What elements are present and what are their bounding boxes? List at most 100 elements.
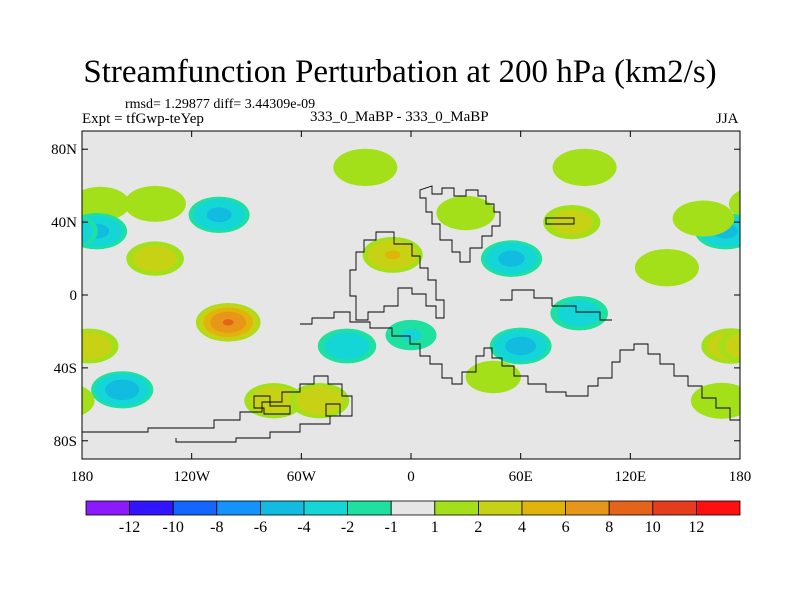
outline-antarctica (82, 375, 353, 443)
anomaly-center (188, 196, 250, 233)
contour-level (333, 148, 398, 187)
anomaly-center (317, 328, 377, 364)
y-tick-label: 80N (51, 142, 77, 158)
colorbar-label: -2 (341, 519, 354, 536)
x-tick-label: 180 (71, 469, 94, 485)
colorbar-label: -8 (210, 519, 223, 536)
colorbar-label: 10 (645, 519, 661, 536)
contour-level (505, 336, 537, 356)
y-tick-label: 40N (51, 215, 77, 231)
colorbar-label: 1 (431, 519, 439, 536)
contour-level (742, 224, 767, 239)
contour-level (295, 386, 344, 415)
colorbar-swatch (477, 500, 523, 516)
stats-label: rmsd= 1.29877 diff= 3.44309e-09 (125, 97, 316, 112)
colorbar-swatch (608, 500, 654, 516)
anomaly-center (91, 371, 800, 409)
contour-level (557, 300, 601, 327)
x-tick-label: 60W (287, 469, 317, 485)
anomaly-center (385, 319, 437, 351)
colorbar-swatch (565, 500, 610, 516)
colorbar-swatch (652, 500, 697, 516)
anomaly-center (672, 200, 735, 237)
colorbar-label: 2 (474, 519, 482, 536)
contour-level (791, 246, 800, 272)
x-tick-label: 0 (407, 469, 415, 485)
anomaly-center (333, 148, 398, 187)
contour-level (552, 148, 617, 187)
colorbar-label: 8 (605, 519, 613, 536)
anomaly-center (362, 236, 423, 273)
axes: 180 120W 60W 0 60E 120E 180 80N 40N 0 40S 80S (51, 131, 751, 485)
contour-level (782, 186, 800, 222)
colorbar-label: -12 (119, 519, 140, 536)
season-label: JJA (716, 111, 739, 127)
colorbar-swatch (696, 500, 741, 516)
contour-level (222, 319, 234, 326)
colorbar-swatch (434, 500, 479, 516)
contour-level (324, 332, 370, 360)
colorbar-swatch (259, 500, 305, 516)
contour-level (82, 332, 112, 360)
colorbar-swatch (521, 500, 566, 516)
anomaly-center (550, 296, 608, 331)
outline-south-america (300, 311, 740, 421)
colorbar-swatch (390, 500, 436, 516)
outline-asia-small (545, 217, 575, 225)
outline-inner-a (253, 395, 291, 415)
contour-level (400, 328, 422, 342)
anomaly-center (82, 328, 740, 364)
outline-north-america-west (349, 231, 445, 321)
contour-field (82, 148, 800, 419)
contour-level (753, 374, 800, 407)
colorbar-swatch (85, 500, 130, 516)
anomaly-center (82, 186, 740, 222)
outline-north-america (419, 185, 501, 263)
contour-level (690, 382, 740, 419)
center-label: 333_0_MaBP - 333_0_MaBP (310, 109, 489, 125)
contour-level (550, 209, 593, 235)
contour-level (133, 245, 177, 272)
contour-level (436, 195, 496, 231)
anomaly-center (543, 205, 601, 240)
contour-level (672, 200, 735, 237)
chart-title: Streamfunction Perturbation at 200 hPa (… (83, 54, 717, 90)
x-tick-label: 120W (173, 469, 211, 485)
contour-level (82, 186, 130, 222)
contour-level (105, 379, 140, 400)
plot-background (82, 131, 740, 459)
x-tick-label: 180 (729, 469, 752, 485)
outline-pacific-coast (500, 289, 612, 321)
colorbar-label: 12 (688, 519, 704, 536)
contour-level (82, 218, 94, 244)
colorbar-label: -6 (254, 519, 267, 536)
contour-level (206, 207, 232, 223)
y-tick-label: 80S (54, 434, 77, 450)
colorbar: -12 -10 -8 -6 -4 -2 -1 1 2 4 6 8 10 12 (85, 500, 741, 536)
anomaly-center (480, 240, 543, 277)
colorbar-label: 4 (518, 519, 526, 536)
anomaly-center (489, 327, 552, 365)
colorbar-swatch (172, 500, 218, 516)
anomaly-center (124, 185, 800, 222)
contour-level (385, 250, 401, 260)
colorbar-label: 6 (562, 519, 570, 536)
anomaly-center (126, 241, 800, 276)
anomaly-center (552, 148, 617, 187)
anomaly-center (195, 303, 261, 342)
colorbar-swatch (347, 500, 392, 516)
anomaly-center (82, 382, 740, 419)
contour-level (634, 249, 699, 287)
colorbar-swatch (216, 500, 261, 516)
colorbar-label: -10 (163, 519, 184, 536)
anomaly-center (465, 360, 521, 394)
y-tick-label: 0 (70, 288, 78, 304)
x-tick-label: 120E (614, 469, 646, 485)
contour-level (728, 190, 740, 218)
experiment-label: Expt = tfGwp-teYep (82, 111, 204, 127)
continent-outlines (82, 185, 740, 443)
colorbar-label: -4 (297, 519, 310, 536)
contour-level (465, 360, 521, 394)
contour-level (763, 380, 797, 400)
